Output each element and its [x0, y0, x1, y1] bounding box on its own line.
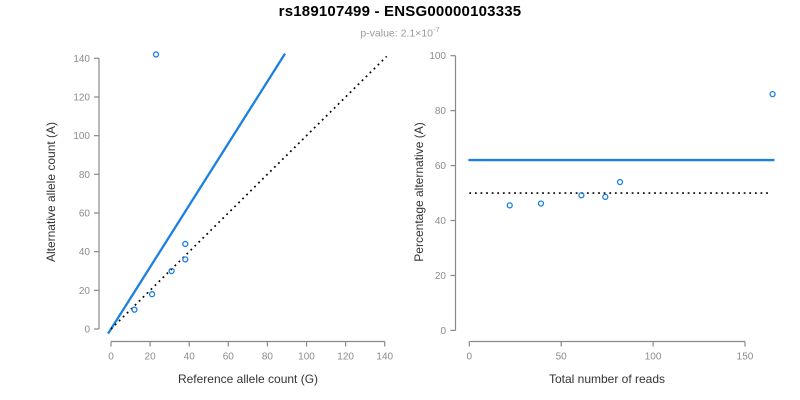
left-x-tick-label: 120 [337, 352, 354, 363]
right-y-tick-label: 40 [435, 216, 447, 227]
left-data-point [152, 51, 160, 58]
right-x-tick-label: 100 [645, 352, 662, 363]
left-y-tick-label: 100 [73, 131, 90, 142]
pvalue-text: p-value: 2.1×10 [360, 27, 433, 40]
right-x-tick-label: 0 [467, 352, 473, 363]
right-data-point [506, 202, 513, 209]
right-y-tick-label: 20 [435, 271, 447, 282]
left-y-tick-label: 80 [79, 170, 91, 181]
left-y-tick-label: 20 [79, 286, 91, 297]
right-y-tick-label: 0 [440, 326, 446, 337]
right-xaxis-title: Total number of reads [548, 372, 666, 386]
left-xaxis-title: Reference allele count (G) [177, 372, 319, 386]
left-x-tick-label: 140 [376, 352, 393, 363]
left-data-point [168, 267, 175, 275]
left-y-tick-label: 140 [73, 54, 90, 65]
right-y-tick-label: 60 [435, 161, 447, 172]
left-y-tick-label: 40 [79, 247, 91, 258]
right-data-point [769, 91, 776, 98]
left-x-tick-label: 0 [108, 352, 114, 363]
right-x-tick-label: 150 [737, 352, 754, 363]
left-y-tick-label: 120 [73, 92, 90, 103]
left-y-tick-label: 60 [79, 208, 91, 219]
right-data-point [616, 178, 624, 186]
right-x-tick-label: 50 [556, 352, 568, 363]
left-x-tick-label: 100 [298, 352, 315, 363]
left-fit-line [107, 53, 286, 335]
left-x-tick-label: 40 [184, 352, 196, 363]
left-x-tick-label: 60 [223, 352, 235, 363]
right-data-point [578, 192, 585, 199]
right-data-point [602, 193, 609, 201]
figure-subtitle: p-value: 2.1×10-7 [0, 25, 800, 40]
left-x-tick-label: 80 [262, 352, 274, 363]
left-x-tick-label: 20 [145, 352, 157, 363]
figure-title: rs189107499 - ENSG00000103335 [278, 3, 522, 20]
left-data-point [182, 240, 189, 248]
left-y-tick-label: 0 [84, 325, 90, 336]
right-y-tick-label: 80 [435, 106, 447, 117]
pvalue-exponent: -7 [433, 25, 440, 34]
right-y-tick-label: 100 [429, 51, 446, 62]
left-identity-line [110, 55, 388, 330]
left-yaxis-title: Alternative allele count (A) [44, 121, 58, 263]
left-data-point [182, 256, 189, 263]
right-data-point [537, 200, 545, 207]
left-data-point [148, 291, 156, 298]
right-yaxis-title: Percentage alternative (A) [412, 122, 426, 262]
left-data-point [131, 306, 138, 313]
